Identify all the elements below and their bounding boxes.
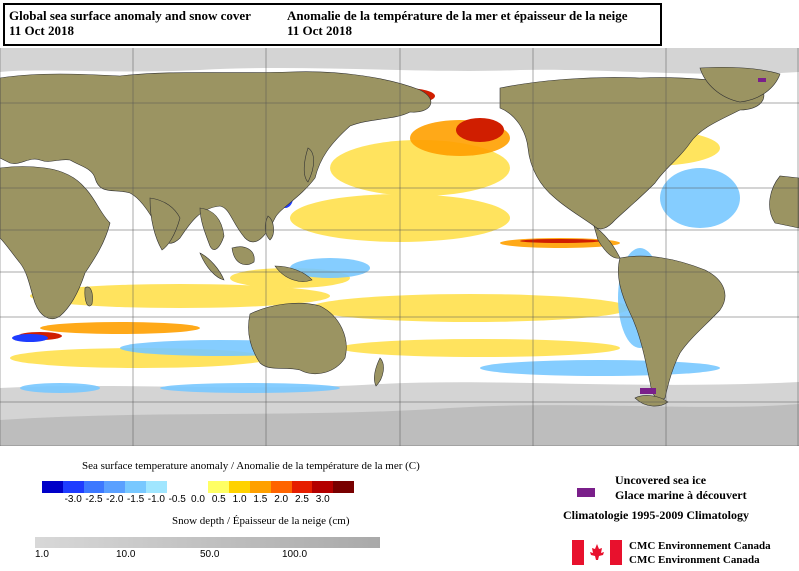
new-zealand [374,357,384,387]
sst-color-swatch [104,481,126,493]
title-fr: Anomalie de la température de la mer et … [287,8,628,23]
ice-label-en: Uncovered sea ice [615,473,707,487]
snow-tick-label: 100.0 [282,549,308,560]
sst-tick-label: 2.0 [274,494,289,505]
agency-fr: CMC Environnement Canada [629,540,771,552]
philippines [264,215,274,241]
title-en: Global sea surface anomaly and snow cove… [9,8,251,23]
uncovered-ice-swatch [577,488,595,497]
world-map [0,48,799,446]
sst-tick-label: 1.5 [253,494,268,505]
sst-tick-label: 2.5 [295,494,309,505]
sumatra [199,252,225,281]
sst-color-swatch [83,481,105,493]
sst-tick-label: -2.5 [85,494,103,505]
sst-color-swatch [125,481,146,493]
sst-color-swatch [166,481,188,493]
ice-label-fr: Glace marine à découvert [615,488,747,502]
sst-tick-label: 0.0 [191,494,205,505]
sst-color-swatch [291,481,313,493]
graticule [0,48,799,446]
tick-spacer [42,494,63,506]
sst-color-swatch [187,481,209,493]
sst-tick-labels: -3.0 -2.5 -2.0 -1.5 -1.0 -0.5 0.0 0.5 1.0 1.5 2.0 2… [42,494,354,506]
sst-legend-title: Sea surface temperature anomaly / Anomal… [82,460,420,472]
land [0,66,799,407]
sst-color-swatch [229,481,250,493]
agency-en: CMC Environment Canada [629,554,760,566]
snow-colorbar [35,537,380,548]
eurasia [0,71,432,244]
sst-color-swatch [208,481,230,493]
sst-tick-label: -2.0 [106,494,124,505]
sst-color-swatch [270,481,292,493]
africa [0,166,111,320]
antarctic-snow [0,404,799,446]
sst-tick-label: -3.0 [64,494,82,505]
madagascar [84,286,93,307]
japan [303,147,314,183]
snow-tick-label: 50.0 [200,549,220,560]
date-fr: 11 Oct 2018 [287,23,352,38]
snow-legend-title: Snow depth / Épaisseur de la neige (cm) [172,515,350,527]
sst-colorbar [42,481,354,493]
snow-tick-label: 10.0 [116,549,136,560]
climatology-label: Climatologie 1995-2009 Climatology [563,508,749,522]
south-america [618,255,726,401]
india [149,197,181,251]
title-box: Global sea surface anomaly and snow cove… [3,3,662,46]
sst-tick-label: 0.5 [211,494,226,505]
date-en: 11 Oct 2018 [9,23,74,38]
sst-color-swatch [145,481,167,493]
australia [248,302,347,374]
sst-tick-label: -1.5 [126,494,145,505]
sst-color-swatch [333,481,354,493]
sst-tick-label: -1.0 [147,494,165,505]
warm-anomaly [10,94,720,368]
europe-west [769,175,799,229]
borneo [231,246,255,265]
snow-tick-label: 1.0 [35,549,49,560]
sst-color-swatch [312,481,334,493]
sst-color-swatch [42,481,63,493]
sst-color-swatch [249,481,271,493]
sst-tick-label: 1.0 [232,494,247,505]
tick-spacer [333,494,354,506]
indochina [199,207,225,250]
new-guinea [274,265,313,282]
sst-color-swatch [62,481,84,493]
greenland [699,66,781,103]
sst-tick-label: -0.5 [168,494,186,505]
sst-tick-label: 3.0 [315,494,330,505]
canada-flag-icon [572,540,622,565]
uncovered-ice [640,78,766,394]
